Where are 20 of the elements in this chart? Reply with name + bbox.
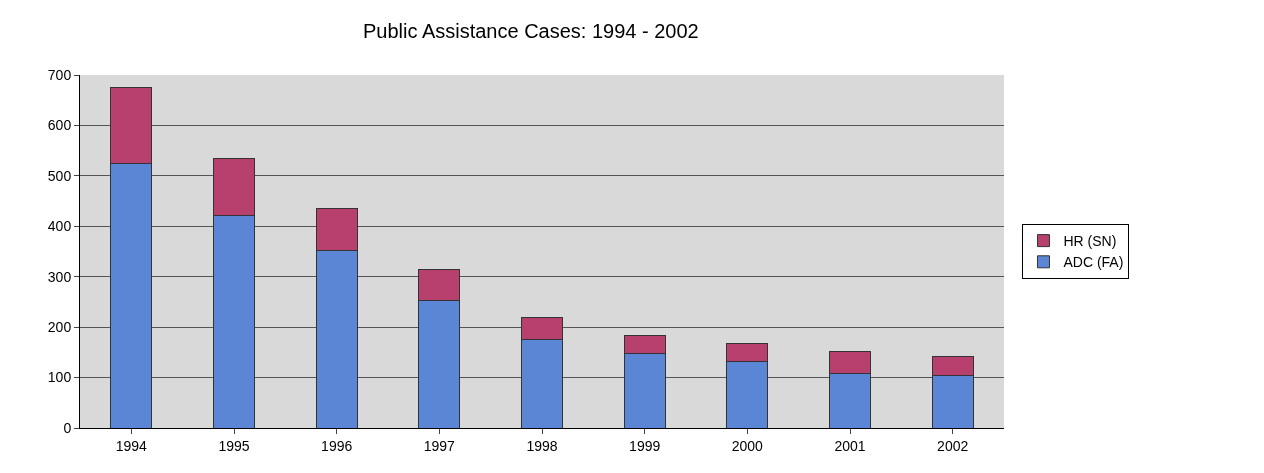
y-tick-label: 300 [47,268,72,285]
legend-label: ADC (FA) [1063,254,1124,271]
x-tick-label: 2002 [937,437,969,454]
x-tick-label: 1998 [526,437,558,454]
y-tick-label: 0 [63,419,72,436]
y-tick-label: 500 [47,167,72,184]
y-tick-label: 200 [47,319,72,336]
x-tick-label: 1999 [629,437,661,454]
y-tick-label: 700 [47,66,72,83]
y-tick-label: 600 [47,117,72,134]
x-tick-label: 1994 [115,437,148,454]
x-tick-label: 2001 [834,437,866,454]
legend-label: HR (SN) [1063,233,1117,250]
x-tick-label: 1996 [321,437,353,454]
x-tick-label: 1997 [423,437,456,454]
y-tick-label: 100 [47,369,72,386]
y-tick-label: 400 [47,218,72,235]
chart-title: Public Assistance Cases: 1994 - 2002 [363,19,699,42]
x-tick-label: 1995 [218,437,250,454]
x-tick-label: 2000 [731,437,764,454]
